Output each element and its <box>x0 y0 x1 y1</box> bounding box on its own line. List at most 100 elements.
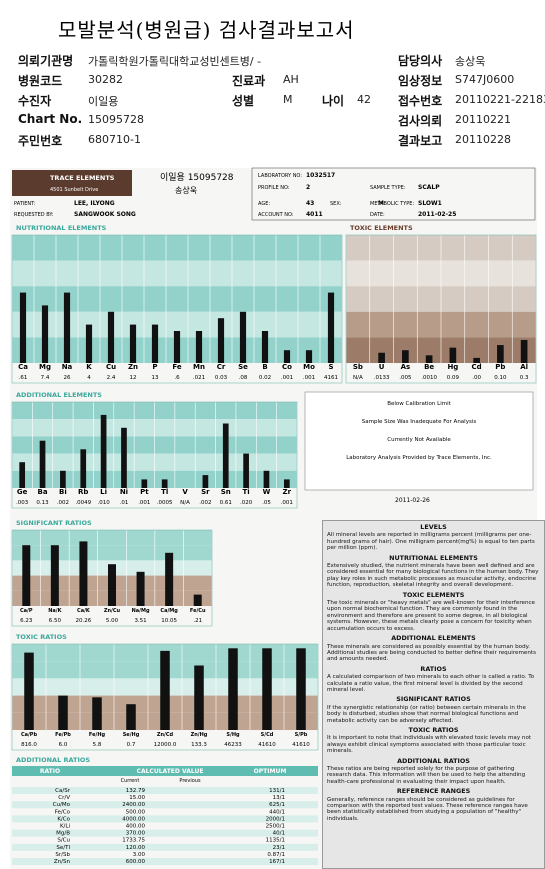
element-label: Pb <box>495 363 505 371</box>
table-stripe <box>12 815 318 823</box>
element-value: 6.50 <box>49 618 62 624</box>
bar <box>296 648 306 730</box>
field-value: M <box>378 200 384 207</box>
element-value: .021 <box>193 375 205 381</box>
element-label: U <box>379 363 385 371</box>
chart-title: ADDITIONAL ELEMENTS <box>16 391 102 399</box>
element-value: 26 <box>64 375 71 381</box>
notes-panel: LEVELS All mineral levels are reported in… <box>322 520 545 869</box>
note-heading: TOXIC RATIOS <box>408 726 459 735</box>
legend-item: Currently Not Available <box>387 437 451 443</box>
element-value: 0.10 <box>494 375 507 381</box>
note-heading: LEVELS <box>420 523 447 531</box>
note-heading: REFERENCE RANGES <box>396 787 471 796</box>
element-value: .0010 <box>421 375 437 381</box>
bar <box>173 331 181 363</box>
doctor: 송상욱 <box>175 185 197 195</box>
element-label: Na <box>62 363 73 371</box>
info-label: 진료과 <box>232 74 266 88</box>
chart-frame <box>11 643 319 751</box>
bar <box>129 324 137 363</box>
table-head <box>12 766 318 776</box>
element-value: .00 <box>472 375 481 381</box>
chart-frame <box>11 529 213 627</box>
element-value: .21 <box>193 618 202 624</box>
element-label: Bi <box>59 488 67 496</box>
table-subheader: Current <box>121 778 140 784</box>
element-value: 0.7 <box>127 742 136 748</box>
element-label: Ca <box>18 363 28 371</box>
element-value: .002 <box>57 500 69 506</box>
field-label: DATE: <box>370 212 385 218</box>
chart-frame <box>345 234 537 384</box>
note-text: It is important to note that individuals… <box>327 735 532 755</box>
info-label: 수진자 <box>18 94 52 108</box>
note-text: If the synergistic relationship (or rati… <box>327 704 526 724</box>
element-value: 13 <box>152 375 159 381</box>
bar <box>141 479 148 488</box>
element-label: Fe <box>172 363 181 371</box>
table-cell: 440/1 <box>269 809 285 815</box>
element-value: 10.05 <box>161 618 177 624</box>
element-value: 5.00 <box>106 618 119 624</box>
element-label: Mg <box>39 363 51 371</box>
element-label: Ba <box>38 488 48 496</box>
field-value: 4011 <box>306 211 323 218</box>
bar <box>63 292 71 363</box>
bar <box>165 552 174 606</box>
element-label: Ti <box>243 488 250 496</box>
field-label: REQUESTED BY: <box>14 212 54 218</box>
element-value: .0005 <box>157 500 173 506</box>
element-label: Ca/P <box>20 608 33 614</box>
field-value: 43 <box>306 200 314 207</box>
bar <box>79 541 88 606</box>
field-value: 2 <box>306 184 310 191</box>
bar <box>222 423 229 488</box>
band <box>12 530 212 546</box>
field-label: AGE: <box>258 201 270 207</box>
bar <box>425 355 433 363</box>
bar <box>305 350 313 363</box>
element-value: .020 <box>240 500 253 506</box>
table-cell: K/Co <box>57 816 70 822</box>
element-label: Ca/K <box>77 608 91 614</box>
field-label: LABORATORY NO: <box>258 173 302 179</box>
element-label: Na/K <box>48 608 62 614</box>
element-value: 133.3 <box>191 742 207 748</box>
element-value: .001 <box>281 375 293 381</box>
table-cell: Zn/Sn <box>54 859 71 865</box>
note-heading: SIGNIFICANT RATIOS <box>396 695 471 704</box>
bar <box>217 318 225 363</box>
element-label: Zn <box>128 363 138 371</box>
bar <box>80 449 87 488</box>
element-value: 0.02 <box>259 375 271 381</box>
bar <box>60 470 66 488</box>
bar <box>262 648 272 730</box>
element-label: S/Cd <box>261 732 274 738</box>
element-value: .6 <box>174 375 180 381</box>
table-cell: 2400.00 <box>122 802 145 808</box>
table-stripe <box>12 858 318 865</box>
element-value: .001 <box>303 375 315 381</box>
info-value: 20110228 <box>455 133 511 146</box>
element-label: Fe/Hg <box>89 732 106 738</box>
table-cell: 500.00 <box>126 809 146 815</box>
bar <box>473 357 480 363</box>
field-label: PATIENT: <box>14 201 36 207</box>
table-subheader: Previous <box>179 778 201 784</box>
element-label: K <box>86 363 92 371</box>
chart-frame <box>11 234 343 384</box>
element-value: 41610 <box>292 742 310 748</box>
info-label: Chart No. <box>18 112 83 126</box>
table-cell: 120.00 <box>126 845 146 851</box>
element-label: Se <box>238 363 248 371</box>
bar <box>19 462 26 488</box>
bar <box>39 440 46 488</box>
table-cell: 600.00 <box>126 859 146 865</box>
table-cell: Mg/B <box>56 831 70 837</box>
field-value: SANGWOOK SONG <box>74 211 136 218</box>
element-label: Ge <box>17 488 28 496</box>
table-cell: 625/1 <box>269 802 285 808</box>
bar <box>108 564 116 606</box>
